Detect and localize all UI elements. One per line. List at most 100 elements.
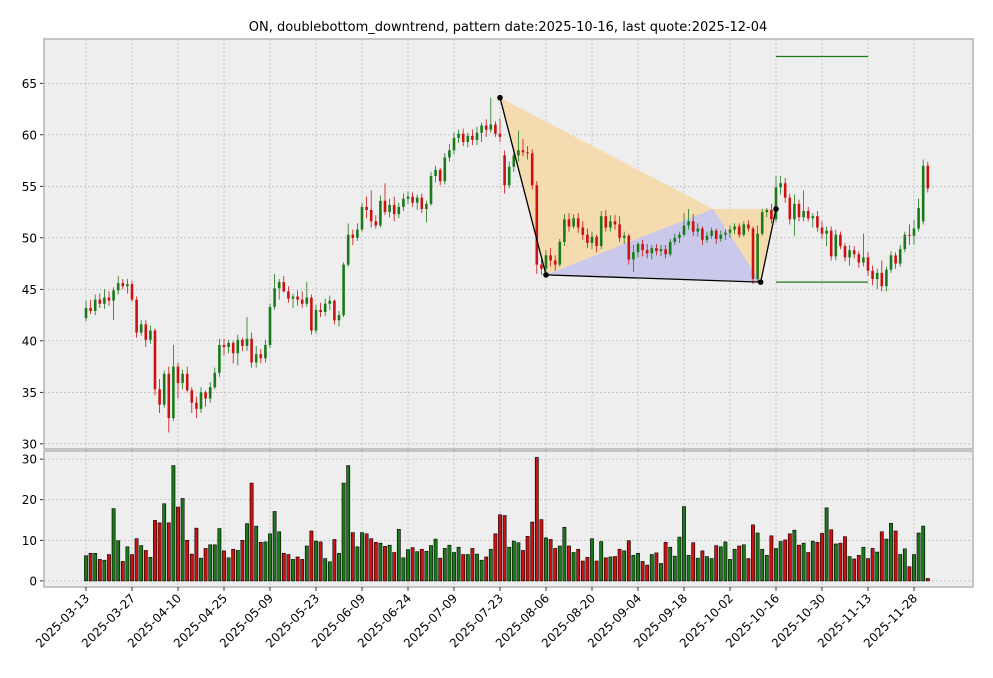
candle-body <box>816 216 819 228</box>
volume-bar <box>502 515 507 582</box>
candle-body <box>112 290 115 301</box>
volume-bar <box>925 578 930 582</box>
candle-body <box>443 157 447 182</box>
candle-body <box>139 324 143 333</box>
volume-bar <box>820 533 824 582</box>
candle-body <box>917 207 920 229</box>
candle-body <box>866 257 870 271</box>
candle-body <box>544 255 548 269</box>
volume-bar <box>97 559 102 582</box>
candle-body <box>346 234 350 265</box>
volume-bar <box>594 560 599 582</box>
volume-bar <box>332 539 337 582</box>
volume-bar <box>511 540 516 582</box>
volume-bar <box>102 559 107 582</box>
volume-bar <box>429 545 433 582</box>
volume-bar <box>222 550 226 582</box>
volume-bar <box>433 538 438 582</box>
volume-bar <box>847 556 852 582</box>
candle-body <box>567 219 571 227</box>
volume-bar <box>622 550 627 582</box>
volume-panel: 0 10 20 30 <box>22 450 974 588</box>
volume-bar <box>424 550 429 582</box>
volume-bar <box>189 553 194 582</box>
candle-body <box>839 234 842 247</box>
volume-bar <box>166 522 171 582</box>
volume-bar <box>774 548 778 582</box>
volume-bar <box>672 555 677 582</box>
candle-body <box>774 187 778 220</box>
candle-body <box>296 296 299 300</box>
candle-body <box>898 249 902 264</box>
volume-bar <box>383 546 387 582</box>
candle-body <box>825 230 828 234</box>
volume-bar <box>130 554 134 582</box>
volume-bar <box>249 482 254 582</box>
volume-bar <box>323 558 328 582</box>
volume-bar <box>231 548 236 582</box>
volume-bar <box>447 544 452 582</box>
volume-bar <box>705 556 709 582</box>
candle-body <box>314 309 318 331</box>
volume-bar <box>88 553 93 582</box>
chart-title: ON, doublebottom_downtrend, pattern date… <box>249 20 768 35</box>
candle-body <box>213 372 217 388</box>
candle-body <box>751 228 755 280</box>
candle-body <box>461 133 465 143</box>
candle-body <box>277 282 281 289</box>
volume-bar <box>180 498 185 582</box>
volume-bar <box>645 564 650 582</box>
volume-bar <box>493 533 498 582</box>
volume-bar <box>406 549 410 582</box>
volume-bar <box>392 552 397 582</box>
volume-bar <box>461 554 466 582</box>
volume-bar <box>810 540 815 582</box>
candle-body <box>351 234 355 238</box>
candle-body <box>733 226 736 230</box>
candle-body <box>641 244 644 251</box>
pattern-fill-polygon <box>546 208 761 283</box>
volume-bar <box>829 529 834 582</box>
volume-bar <box>631 555 636 582</box>
candle-body <box>167 373 171 419</box>
volume-bar <box>833 543 838 582</box>
volume-bar <box>235 550 240 582</box>
volume-bar <box>668 546 673 582</box>
volume-bar <box>360 532 364 582</box>
volume-bar <box>314 540 318 582</box>
volume-bar <box>373 542 378 582</box>
candle-body <box>912 228 916 236</box>
candle-body <box>402 198 405 207</box>
candle-body <box>742 224 746 235</box>
candle-body <box>659 249 663 252</box>
volume-bar <box>410 547 415 582</box>
candle-body <box>668 241 672 255</box>
volume-bar <box>521 550 525 582</box>
volume-y-tick-label: 30 <box>22 453 37 467</box>
candle-body <box>98 299 102 304</box>
candle-body <box>843 246 847 258</box>
price-panel-background <box>44 39 973 449</box>
volume-bar <box>824 507 829 582</box>
volume-bar <box>341 482 346 582</box>
volume-bar <box>838 542 843 582</box>
candle-body <box>498 133 502 137</box>
candle-body <box>425 203 428 209</box>
candle-body <box>195 402 198 409</box>
candle-body <box>494 124 497 134</box>
price-y-tick-label: 30 <box>22 437 37 451</box>
candle-body <box>627 235 631 260</box>
volume-bar <box>162 503 167 582</box>
volume-bar <box>539 519 544 582</box>
candle-body <box>760 212 764 234</box>
volume-bar <box>677 536 682 582</box>
candle-body <box>678 234 681 238</box>
candle-body <box>323 303 327 312</box>
volume-bar <box>337 553 341 582</box>
volume-bar <box>709 558 714 582</box>
volume-bar <box>217 528 222 582</box>
candle-body <box>93 299 97 311</box>
volume-bar <box>258 542 263 582</box>
candle-body <box>724 232 727 235</box>
